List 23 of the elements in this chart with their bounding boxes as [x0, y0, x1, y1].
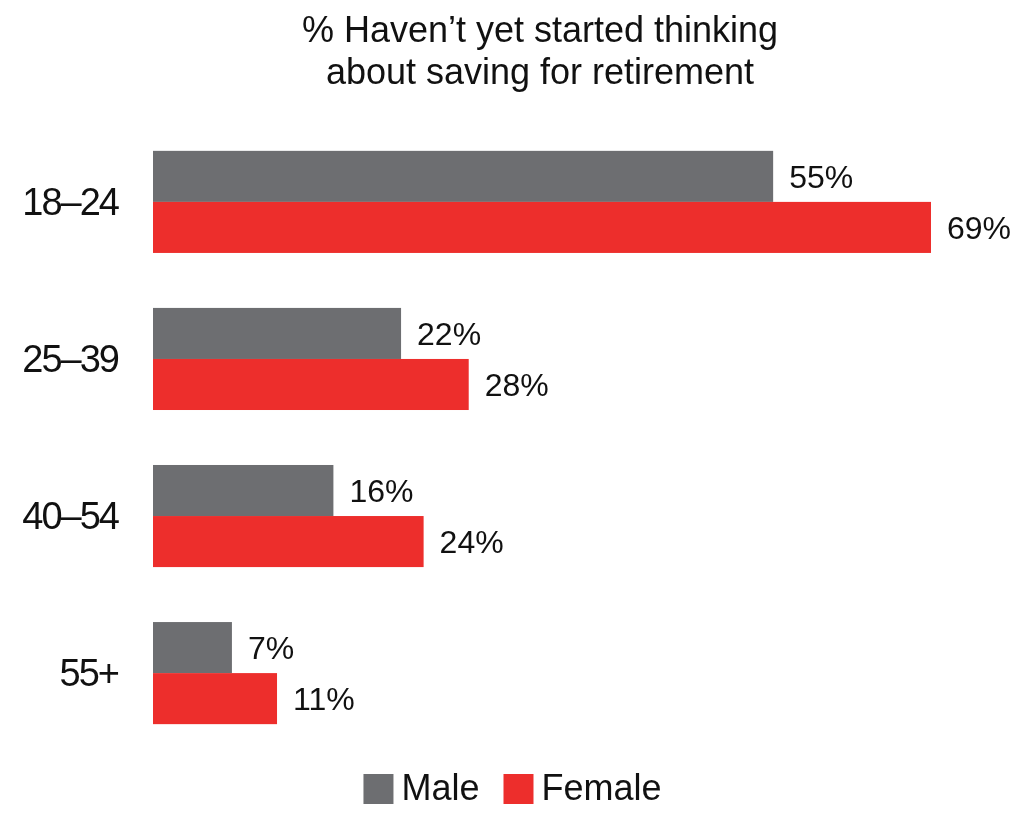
bar [153, 150, 774, 202]
y-tick-label: 55+ [59, 652, 119, 695]
data-label: 16% [349, 472, 414, 509]
data-label: 22% [417, 315, 482, 352]
y-tick-label: 18–24 [22, 181, 120, 224]
bar [153, 622, 232, 674]
data-label: 69% [947, 209, 1012, 246]
data-label: 7% [247, 629, 295, 666]
bar [153, 307, 402, 359]
bar [153, 201, 931, 253]
data-label: 24% [439, 523, 504, 560]
data-label: 55% [789, 158, 854, 195]
y-tick-label: 25–39 [22, 338, 119, 381]
legend-label: Female [541, 767, 662, 808]
chart-title: % Haven’t yet started thinking about saving for retirement [301, 9, 779, 92]
legend-label: Male [401, 767, 480, 808]
data-label: 11% [293, 680, 355, 717]
bar [153, 358, 469, 411]
bar [153, 673, 278, 725]
data-label: 28% [484, 366, 549, 403]
bar [153, 464, 334, 517]
bar [153, 516, 424, 568]
y-tick-label: 40–54 [22, 495, 120, 538]
